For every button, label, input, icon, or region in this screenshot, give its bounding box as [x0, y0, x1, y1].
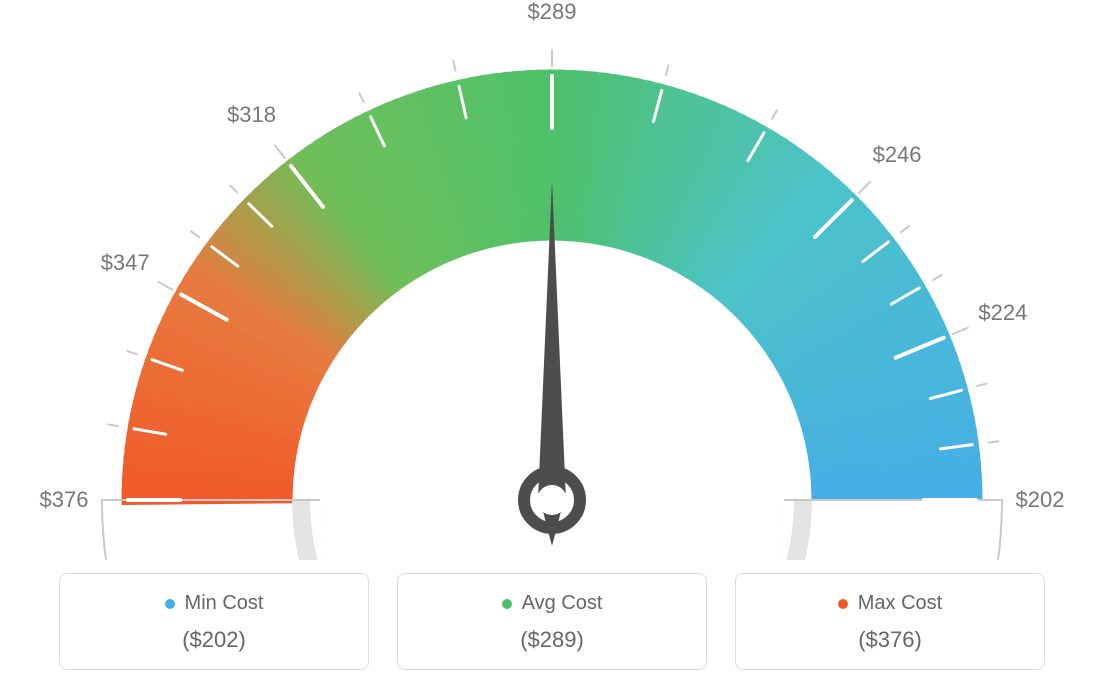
bullet-avg-icon [502, 599, 512, 609]
legend-label: Max Cost [858, 592, 942, 615]
legend-value-min: ($202) [72, 627, 356, 653]
legend-label: Avg Cost [522, 592, 603, 615]
legend-title-max: Max Cost [838, 592, 942, 615]
legend-title-min: Min Cost [165, 592, 264, 615]
gauge-tick-label: $246 [873, 142, 922, 168]
legend-value-avg: ($289) [410, 627, 694, 653]
legend-row: Min Cost ($202) Avg Cost ($289) Max Cost… [0, 573, 1104, 670]
gauge-tick-label: $318 [227, 102, 276, 128]
legend-card-max: Max Cost ($376) [735, 573, 1045, 670]
gauge-tick-label: $289 [528, 0, 577, 25]
legend-card-avg: Avg Cost ($289) [397, 573, 707, 670]
legend-value-max: ($376) [748, 627, 1032, 653]
gauge-tick-label: $376 [40, 487, 89, 513]
legend-label: Min Cost [185, 592, 264, 615]
gauge-chart [0, 0, 1104, 560]
gauge-tick-label: $202 [1016, 487, 1065, 513]
legend-title-avg: Avg Cost [502, 592, 603, 615]
bullet-max-icon [838, 599, 848, 609]
gauge-tick-label: $347 [101, 250, 150, 276]
gauge-tick-label: $224 [978, 300, 1027, 326]
legend-card-min: Min Cost ($202) [59, 573, 369, 670]
bullet-min-icon [165, 599, 175, 609]
